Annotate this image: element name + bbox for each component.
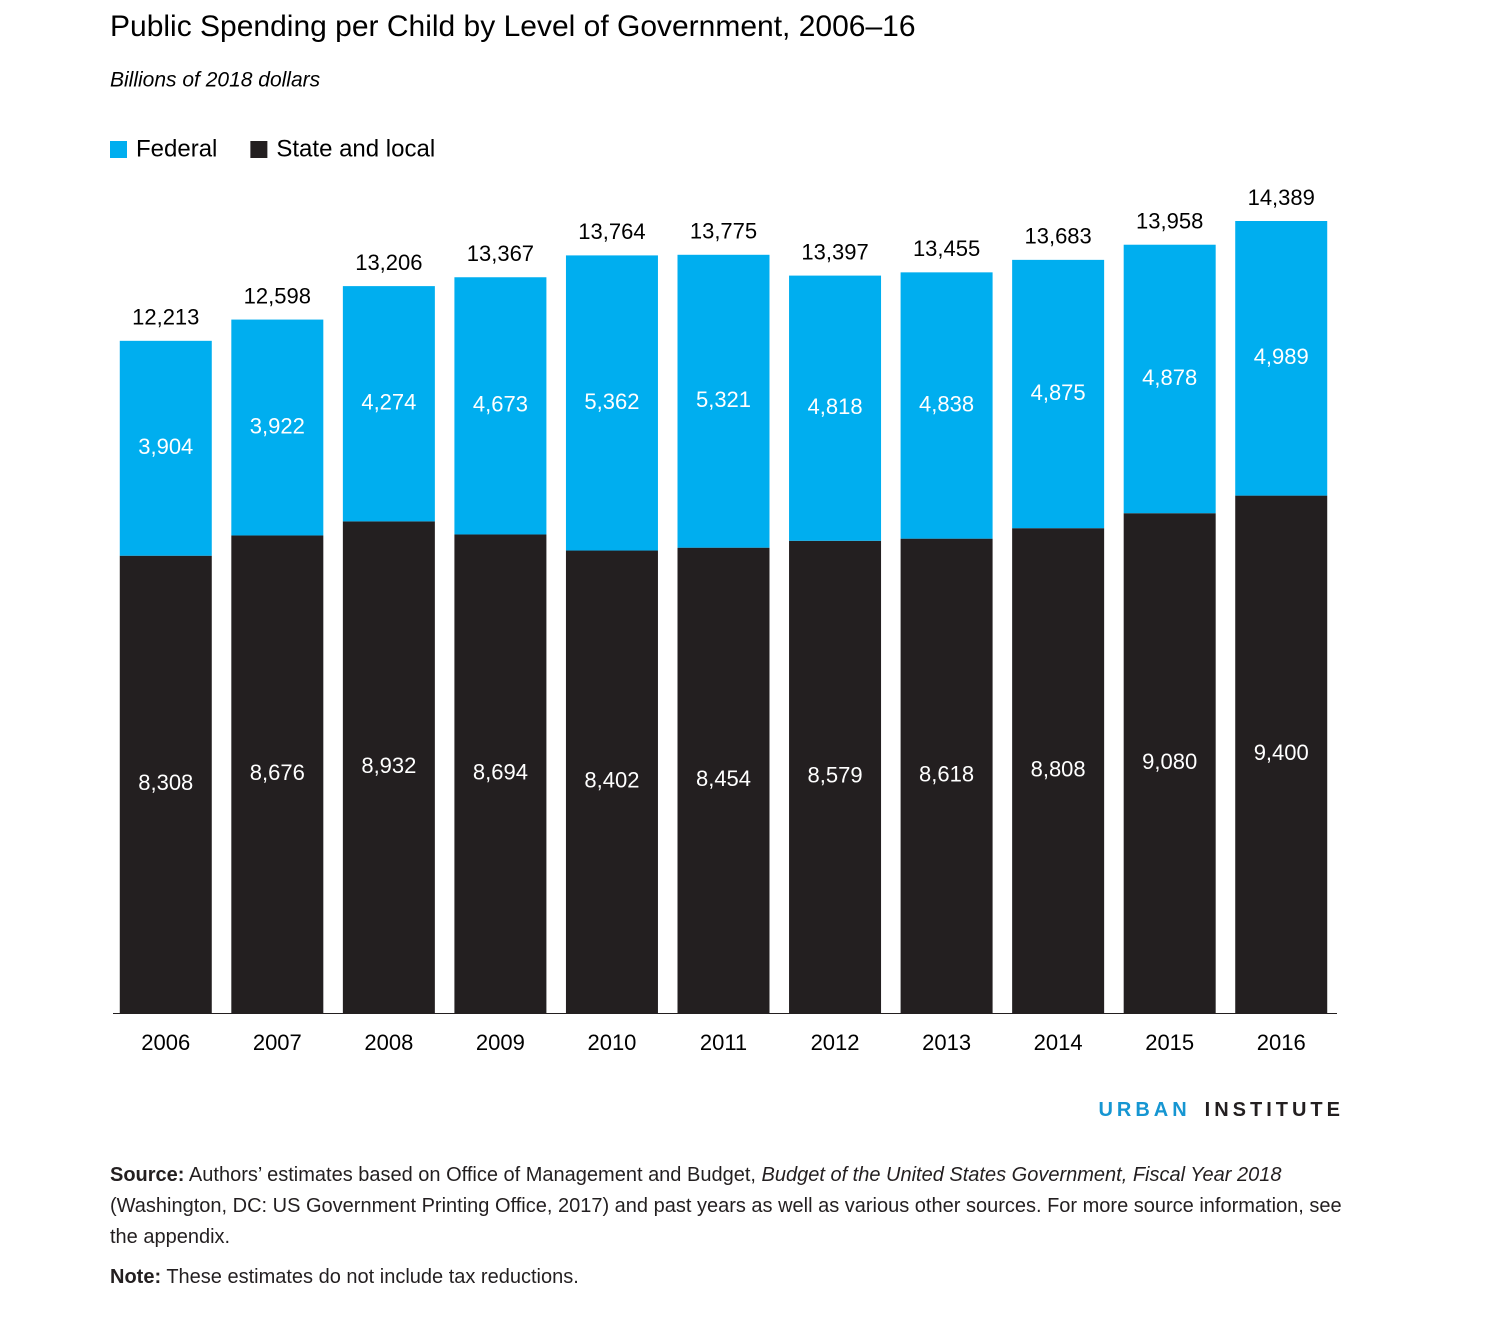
bar-segment	[231, 319, 324, 536]
bar-segment	[789, 275, 882, 541]
segment-label: 4,875	[1031, 380, 1086, 405]
bar-segment	[789, 540, 882, 1013]
x-tick-label: 2013	[922, 1030, 971, 1055]
total-label: 13,775	[690, 219, 757, 244]
x-tick-label: 2010	[587, 1030, 636, 1055]
x-tick-label: 2016	[1257, 1030, 1306, 1055]
total-label: 13,764	[578, 219, 645, 244]
legend-swatch	[110, 141, 127, 158]
legend-label: Federal	[136, 135, 217, 162]
bar-segment	[1012, 259, 1105, 529]
bar-segment	[565, 550, 658, 1013]
note-label: Note:	[110, 1266, 162, 1288]
total-label: 13,397	[801, 239, 868, 264]
total-label: 14,389	[1248, 185, 1315, 210]
x-tick-label: 2007	[253, 1030, 302, 1055]
x-tick-label: 2008	[364, 1030, 413, 1055]
x-tick-label: 2011	[700, 1030, 747, 1055]
segment-label: 4,673	[473, 392, 528, 417]
segment-label: 3,922	[250, 413, 305, 438]
x-tick-label: 2015	[1145, 1030, 1194, 1055]
chart-subtitle: Billions of 2018 dollars	[110, 69, 321, 92]
bar-segment	[1235, 495, 1328, 1014]
segment-label: 8,308	[138, 770, 193, 795]
source: Source: Authors’ estimates based on Offi…	[110, 1160, 1345, 1253]
chart: Public Spending per Child by Level of Go…	[110, 10, 1344, 1121]
bar-segment	[900, 272, 993, 539]
source-text: (Washington, DC: US Government Printing …	[110, 1195, 1342, 1248]
chart-title: Public Spending per Child by Level of Go…	[110, 10, 916, 43]
segment-label: 4,989	[1254, 344, 1309, 369]
bar-segment	[231, 535, 324, 1013]
segment-label: 8,402	[584, 768, 639, 793]
bar-segment	[1123, 513, 1216, 1013]
segment-label: 8,676	[250, 760, 305, 785]
segment-label: 5,362	[584, 389, 639, 414]
x-tick-label: 2009	[476, 1030, 525, 1055]
bar-segment	[454, 277, 547, 535]
note-text: These estimates do not include tax reduc…	[166, 1266, 579, 1288]
brand-institute: INSTITUTE	[1205, 1099, 1344, 1121]
bar-segment	[342, 521, 435, 1013]
bar-segment	[677, 547, 770, 1013]
bar-segment	[1235, 221, 1328, 496]
total-label: 12,598	[244, 283, 311, 308]
bar-segment	[565, 255, 658, 551]
segment-label: 4,838	[919, 391, 974, 416]
brand-urban: URBAN	[1098, 1099, 1190, 1121]
source-text: Authors’ estimates based on Office of Ma…	[188, 1164, 762, 1186]
legend-swatch	[250, 141, 268, 158]
note: Note: These estimates do not include tax…	[110, 1262, 1345, 1293]
brand: URBAN INSTITUTE	[1098, 1099, 1344, 1121]
bar-segment	[677, 254, 770, 548]
segment-label: 3,904	[138, 434, 193, 459]
segment-label: 4,818	[808, 394, 863, 419]
total-label: 13,958	[1136, 209, 1203, 234]
bar-segment	[1123, 244, 1216, 514]
segment-label: 5,321	[696, 387, 751, 412]
total-label: 13,367	[467, 241, 534, 266]
bar-segment	[1012, 528, 1105, 1013]
legend-label: State and local	[276, 135, 435, 162]
bar-segment	[454, 534, 547, 1013]
segment-label: 9,080	[1142, 749, 1197, 774]
segment-label: 8,579	[808, 763, 863, 788]
bar-segment	[119, 555, 212, 1013]
total-label: 13,206	[355, 250, 422, 275]
segment-label: 8,694	[473, 760, 528, 785]
total-label: 13,455	[913, 236, 980, 261]
total-label: 12,213	[132, 305, 199, 330]
bar-segment	[119, 340, 212, 556]
x-tick-label: 2012	[811, 1030, 860, 1055]
footnotes: Source: Authors’ estimates based on Offi…	[110, 1160, 1345, 1302]
segment-label: 8,454	[696, 766, 751, 791]
bar-segment	[342, 286, 435, 522]
segment-label: 8,618	[919, 762, 974, 787]
segment-label: 9,400	[1254, 740, 1309, 765]
source-title: Budget of the United States Government, …	[761, 1164, 1282, 1186]
segment-label: 8,808	[1031, 756, 1086, 781]
segment-label: 4,878	[1142, 365, 1197, 390]
source-label: Source:	[110, 1164, 185, 1186]
segment-label: 8,932	[361, 753, 416, 778]
x-tick-label: 2014	[1034, 1030, 1083, 1055]
segment-label: 4,274	[361, 390, 416, 415]
x-tick-label: 2006	[141, 1030, 190, 1055]
bar-segment	[900, 538, 993, 1013]
total-label: 13,683	[1024, 224, 1091, 249]
